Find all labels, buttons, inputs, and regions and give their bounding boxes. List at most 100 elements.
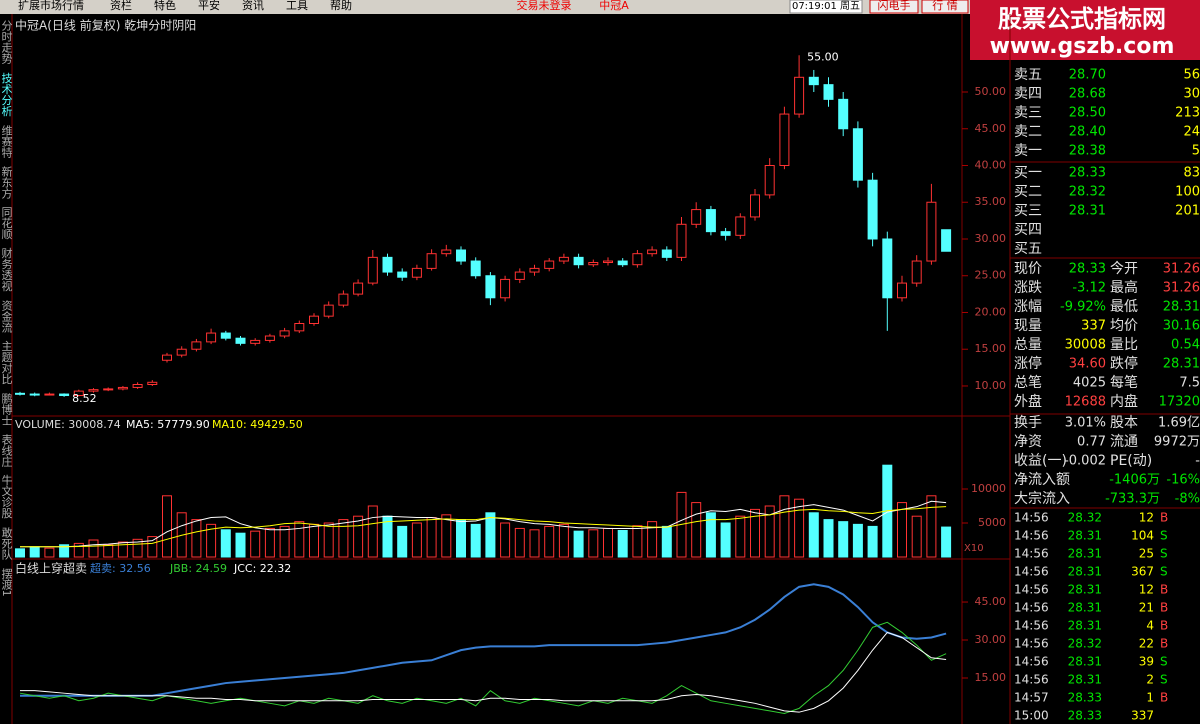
trade-side: B (1160, 511, 1168, 525)
volume-bar (735, 515, 746, 558)
button-label[interactable]: 行 情 (932, 0, 958, 12)
quote-label: 涨跌 (1014, 280, 1042, 296)
trade-side: B (1160, 637, 1168, 651)
book-price: 28.32 (1069, 185, 1106, 200)
trade-price: 28.31 (1068, 547, 1102, 561)
menu-item[interactable]: 资栏 (110, 0, 132, 12)
volume-bar (162, 495, 172, 558)
candle-body (867, 179, 878, 240)
trade-side: S (1160, 565, 1168, 579)
candle-body (823, 84, 834, 100)
side-tab[interactable]: 主题对比 (0, 340, 13, 384)
y-tick-label: 25.00 (975, 269, 1007, 282)
candle-body (353, 282, 364, 295)
side-tab[interactable]: 牛文诊股 (0, 473, 13, 519)
volume-bar (191, 519, 202, 558)
volume-bar (426, 517, 437, 558)
side-tab[interactable]: 维赛特 (0, 124, 13, 157)
trade-time: 14:57 (1014, 691, 1049, 705)
menu-item[interactable]: 工具 (286, 0, 308, 12)
candle-body (485, 275, 496, 299)
menu-item[interactable]: 资讯 (242, 0, 264, 12)
book-price: 28.70 (1069, 68, 1106, 83)
chart-title: 中冠A(日线 前复权) 乾坤分时阴阳 (15, 18, 196, 33)
menu-item[interactable]: 帮助 (330, 0, 352, 12)
candle-body (705, 209, 716, 233)
login-status[interactable]: 交易未登录 (517, 0, 572, 12)
side-tab[interactable]: 敢死队 (0, 525, 13, 560)
candle-body (176, 348, 187, 356)
legend-entry: MA5: 57779.90 (126, 418, 210, 431)
volume-bar (544, 525, 555, 558)
quote-value: 31.26 (1163, 262, 1200, 277)
book-label: 买四 (1014, 222, 1042, 238)
book-label: 卖四 (1014, 86, 1042, 102)
side-tab[interactable]: 表线庄 (0, 432, 13, 467)
volume-bar (808, 512, 819, 558)
volume-bar (250, 530, 261, 558)
volume-bar (88, 539, 99, 558)
book-volume: 100 (1175, 185, 1200, 200)
candle-body (882, 238, 893, 299)
side-tab[interactable]: 财务透视 (0, 246, 13, 291)
chart-title: VOLUME: 30008.74 (15, 418, 121, 431)
volume-bar (59, 544, 70, 558)
flow-pct: -8% (1175, 492, 1200, 507)
candle-body (132, 384, 143, 388)
quote-label: 总量 (1014, 337, 1042, 353)
menu-item[interactable]: 平安 (198, 0, 220, 12)
candle-body (558, 256, 569, 262)
side-tab[interactable]: 分时走势 (0, 20, 13, 64)
candle-body (470, 260, 481, 277)
volume-bar (15, 548, 25, 558)
indicator-line (19, 621, 947, 714)
side-tab[interactable]: 新东方 (0, 164, 13, 198)
candle-body (426, 253, 437, 269)
candle-body (926, 201, 937, 262)
volume-bar (750, 508, 760, 558)
y-tick-label: 30.00 (975, 633, 1007, 646)
volume-bar (485, 512, 496, 558)
volume-bar (926, 495, 937, 558)
button[interactable] (869, 0, 919, 14)
button-label[interactable]: 闪电手 (878, 0, 911, 12)
volume-bar (514, 527, 525, 558)
flow-value: -1406万 (1109, 473, 1160, 488)
menu-item[interactable]: 特色 (154, 0, 176, 12)
candle-body (73, 390, 84, 397)
side-tab[interactable]: 同花顺 (0, 206, 13, 240)
side-tab[interactable]: 摆渡1 (0, 566, 13, 596)
finance-value: - (1195, 454, 1200, 469)
trade-time: 15:00 (1014, 709, 1049, 723)
trade-volume: 1 (1146, 691, 1154, 705)
legend-entry: MA10: 49429.50 (212, 418, 303, 431)
trade-time: 14:56 (1014, 673, 1049, 687)
candle-body (750, 194, 760, 218)
volume-bar (103, 544, 114, 558)
trade-volume: 25 (1139, 547, 1154, 561)
volume-bar (573, 530, 584, 558)
book-volume: 30 (1183, 87, 1200, 102)
volume-bar (897, 502, 907, 558)
finance-label: 净资 (1014, 434, 1042, 450)
trade-time: 14:56 (1014, 529, 1049, 543)
side-tab[interactable]: 资金流 (0, 299, 13, 332)
button[interactable] (921, 0, 969, 14)
quote-label: 均价 (1110, 318, 1138, 334)
finance-value: 1.69亿 (1158, 416, 1200, 431)
candle-body (206, 332, 217, 343)
trade-side: S (1160, 673, 1168, 687)
ma-line (20, 506, 947, 548)
menu-item[interactable]: 扩展市场行情 (18, 0, 84, 12)
quote-label: 最低 (1110, 299, 1138, 315)
side-tab[interactable]: 鹏博士 (0, 392, 13, 425)
book-label: 卖一 (1014, 143, 1042, 159)
volume-bar (206, 523, 217, 558)
indicator-line (20, 583, 947, 697)
y-tick-label: 40.00 (975, 158, 1007, 171)
trade-price: 28.33 (1068, 709, 1102, 723)
trade-time: 14:56 (1014, 619, 1049, 633)
trade-price: 28.31 (1068, 583, 1102, 597)
side-tab[interactable]: 技术分析 (0, 72, 13, 117)
